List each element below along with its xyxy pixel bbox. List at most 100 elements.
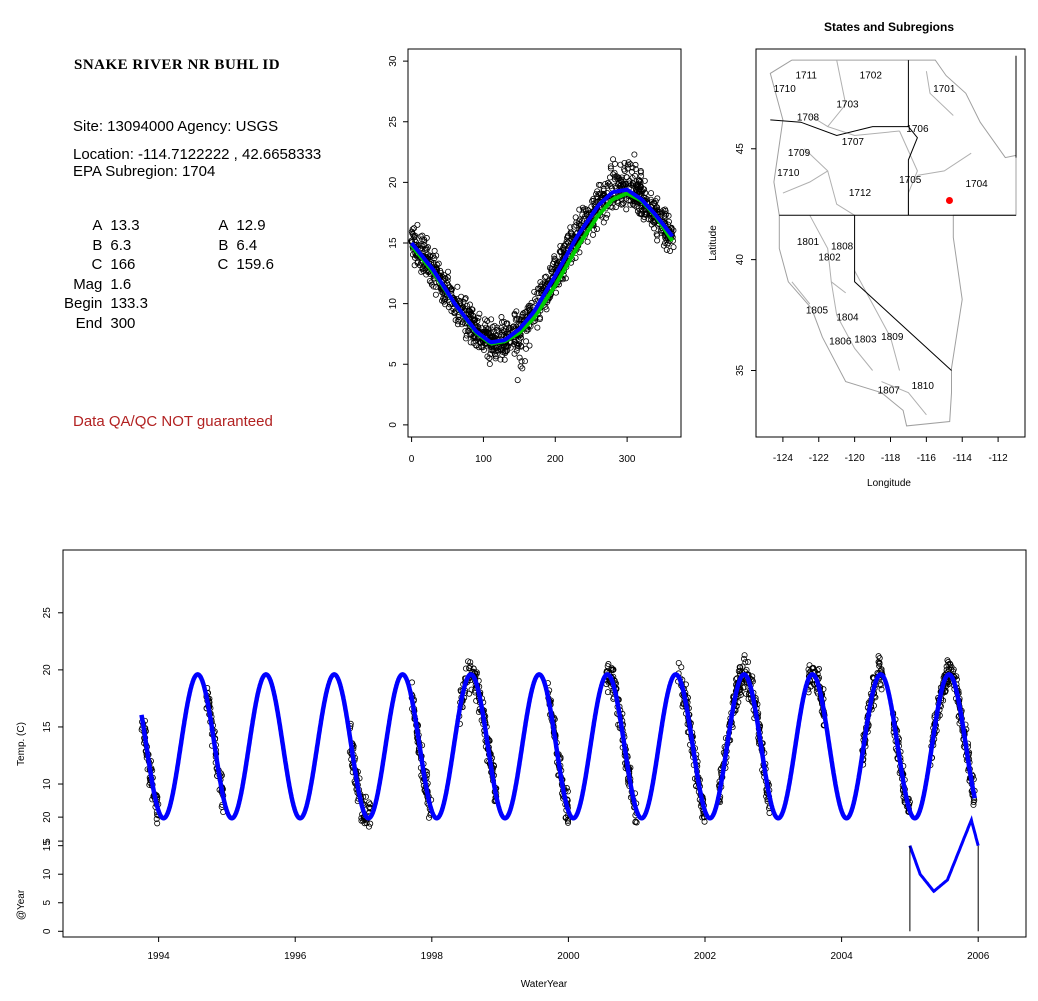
scatter-point <box>631 202 638 209</box>
ts-point <box>467 659 474 666</box>
map-x-tick-label: -122 <box>809 453 829 464</box>
seasonal-scatter-plot: 0 100 200 300 0 5 10 15 20 25 30 <box>388 48 682 465</box>
ts-x-axis-label: WaterYear <box>521 979 568 990</box>
scatter-point <box>485 325 492 332</box>
scatter-point <box>637 184 644 191</box>
scatter-point <box>518 342 525 349</box>
ts-point <box>678 664 685 671</box>
scatter-point <box>604 211 611 218</box>
scatter-point <box>636 186 643 193</box>
scatter-point <box>582 205 589 212</box>
scatter-point <box>534 324 541 331</box>
scatter-y-tick-label: 10 <box>388 298 399 310</box>
region-label: 1703 <box>836 99 859 110</box>
scatter-point <box>665 212 672 219</box>
scatter-point <box>548 266 555 273</box>
scatter-point <box>606 174 613 181</box>
ts-point <box>876 660 883 667</box>
region-label: 1707 <box>842 137 865 148</box>
scatter-point <box>484 317 491 324</box>
scatter-point <box>584 238 591 245</box>
scatter-point <box>632 161 639 168</box>
scatter-point <box>423 271 430 278</box>
map-x-tick-label: -112 <box>988 453 1008 464</box>
scatter-point <box>654 204 661 211</box>
state-border <box>854 215 952 371</box>
ts-point <box>154 820 161 827</box>
region-label: 1701 <box>933 84 956 95</box>
param-label: Begin <box>64 295 103 313</box>
scatter-point <box>467 331 474 338</box>
scatter-axes: 0 100 200 300 0 5 10 15 20 25 30 <box>388 55 636 465</box>
param-value: 13.3 <box>110 217 140 234</box>
scatter-point <box>442 301 449 308</box>
scatter-point <box>501 318 508 325</box>
scatter-point <box>432 291 439 298</box>
scatter-point <box>514 316 521 323</box>
state-border <box>907 126 918 216</box>
scatter-point <box>622 195 629 202</box>
map-y-tick-label: 40 <box>735 254 746 266</box>
scatter-point <box>498 314 505 321</box>
time-series-plot: 1994 1996 1998 2000 2002 2004 2006510152025051… <box>16 549 1027 990</box>
station-title: SNAKE RIVER NR BUHL ID <box>74 57 281 73</box>
ts-point <box>367 820 374 827</box>
map-x-tick-label: -114 <box>953 453 973 464</box>
ts-y-tick-label: 5 <box>42 838 53 844</box>
state-border <box>770 60 909 137</box>
scatter-points <box>408 151 677 384</box>
region-label: 1706 <box>906 124 929 135</box>
map-x-tick-label: -116 <box>917 453 937 464</box>
scatter-point <box>525 326 532 333</box>
param-value: 133.3 <box>110 295 148 313</box>
scatter-point <box>495 327 502 334</box>
scatter-point <box>519 365 526 372</box>
scatter-point <box>476 310 483 317</box>
scatter-point <box>611 173 618 180</box>
scatter-y-tick-label: 5 <box>388 361 399 367</box>
map-x-tick-label: -118 <box>881 453 901 464</box>
scatter-point <box>611 169 618 176</box>
scatter-point <box>411 225 418 232</box>
param-label-2: B <box>218 236 229 254</box>
scatter-point <box>433 252 440 259</box>
scatter-point <box>516 354 523 361</box>
ts-point <box>877 680 884 687</box>
subregion-boundary <box>809 115 828 128</box>
map-boundaries <box>769 55 1017 427</box>
ts-point <box>563 814 570 821</box>
scatter-point <box>667 247 674 254</box>
ts-point <box>809 665 816 672</box>
scatter-fit-line-blue <box>410 187 674 345</box>
param-label: C <box>91 256 103 274</box>
subregion-boundary <box>854 270 900 371</box>
scatter-point <box>621 182 628 189</box>
scatter-point <box>479 344 486 351</box>
scatter-point <box>418 242 425 249</box>
param-label: B <box>92 236 103 254</box>
scatter-point <box>465 327 472 334</box>
scatter-point <box>546 264 553 271</box>
time-series-model-line <box>139 672 977 821</box>
scatter-point <box>562 242 569 249</box>
region-label: 1807 <box>878 385 901 396</box>
region-outline <box>769 59 1017 427</box>
param-label: End <box>75 314 103 332</box>
ts-y-axis-label: Temp. (C) <box>16 722 27 766</box>
ts-x-tick-label: 2002 <box>694 951 717 962</box>
scatter-point <box>638 207 645 214</box>
ts-y2-tick-label: 0 <box>42 928 53 934</box>
scatter-point <box>580 215 587 222</box>
scatter-point <box>543 306 550 313</box>
param-label: A <box>92 217 103 234</box>
ts-point <box>815 665 822 672</box>
region-label: 1705 <box>899 175 922 186</box>
scatter-point <box>526 342 533 349</box>
scatter-point <box>507 344 514 351</box>
ts-y2-tick-label: 15 <box>42 840 53 852</box>
scatter-point <box>466 308 473 315</box>
ts-point <box>735 668 742 675</box>
scatter-point <box>643 196 650 203</box>
scatter-point <box>629 174 636 181</box>
